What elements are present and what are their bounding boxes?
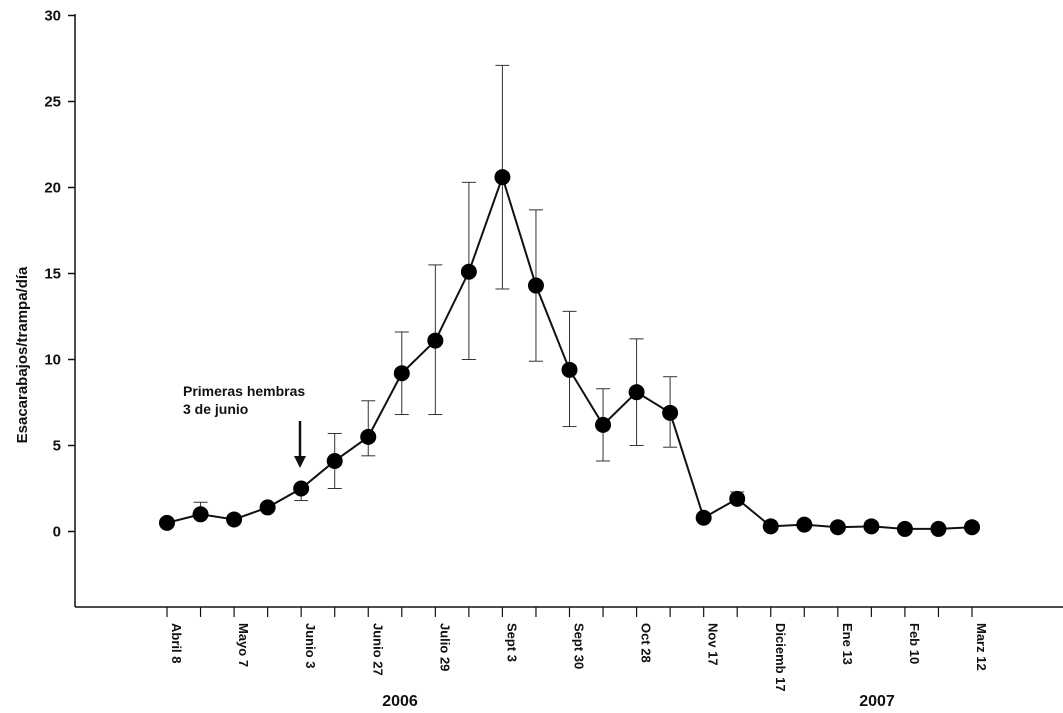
x-axis-ticks: Abril 8 Mayo 7 Junio 3 Junio 27 Julio 29 Sept… xyxy=(166,607,989,692)
data-point xyxy=(460,263,477,280)
x-tick-label: Sept 30 xyxy=(572,623,587,669)
y-tick-label: 10 xyxy=(44,352,61,369)
x-tick-label: Marz 12 xyxy=(974,623,989,671)
error-bars xyxy=(193,64,745,517)
y-tick-label: 5 xyxy=(53,438,61,455)
data-point xyxy=(930,520,947,537)
data-point xyxy=(326,452,343,469)
x-tick-label: Abril 8 xyxy=(169,623,184,663)
x-tick-label: Feb 10 xyxy=(907,623,922,664)
x-tick-label: Ene 13 xyxy=(840,623,855,665)
x-tick-label: Nov 17 xyxy=(706,623,721,666)
data-point xyxy=(829,519,846,536)
x-tick-label: Julio 29 xyxy=(437,623,452,671)
annotation-arrow-head xyxy=(294,456,306,468)
y-tick-label: 30 xyxy=(44,8,61,25)
y-tick-label: 15 xyxy=(44,266,61,283)
data-point xyxy=(628,384,645,401)
data-point xyxy=(695,509,712,526)
data-point xyxy=(595,416,612,433)
data-point xyxy=(427,332,444,349)
x-tick-label: Sept 3 xyxy=(504,623,519,662)
y-tick-label: 25 xyxy=(44,94,61,111)
x-tick-label: Junio 3 xyxy=(303,623,318,669)
data-point xyxy=(729,490,746,507)
x-tick-label: Diciemb 17 xyxy=(773,623,788,692)
y-tick-label: 0 xyxy=(53,524,61,541)
year-label-2007: 2007 xyxy=(859,693,895,710)
x-tick-label: Oct 28 xyxy=(639,623,654,663)
y-axis-title: Esacarabajos/trampa/día xyxy=(14,266,31,443)
data-point xyxy=(360,428,377,445)
data-point xyxy=(159,514,175,531)
data-point xyxy=(762,518,779,535)
data-point xyxy=(226,511,243,528)
data-point xyxy=(896,520,913,537)
annotation-line-1: Primeras hembras xyxy=(183,383,305,399)
data-point xyxy=(796,516,813,533)
data-point xyxy=(192,506,209,523)
data-point xyxy=(293,480,310,497)
data-point xyxy=(259,499,276,516)
data-point xyxy=(494,169,511,186)
data-point xyxy=(527,277,544,294)
annotation-line-2: 3 de junio xyxy=(183,401,248,417)
x-tick-label: Junio 27 xyxy=(370,623,385,676)
year-label-2006: 2006 xyxy=(382,693,418,710)
x-tick-label: Mayo 7 xyxy=(236,623,251,667)
y-axis-ticks: 0 5 10 15 20 25 30 xyxy=(44,8,75,541)
y-tick-label: 20 xyxy=(44,180,61,197)
data-point xyxy=(662,404,679,421)
data-points xyxy=(159,169,980,537)
data-point xyxy=(561,361,578,378)
data-point xyxy=(964,519,980,536)
data-point xyxy=(863,518,880,535)
annotation-group: Primeras hembras 3 de junio xyxy=(183,383,306,468)
data-point xyxy=(393,365,410,382)
